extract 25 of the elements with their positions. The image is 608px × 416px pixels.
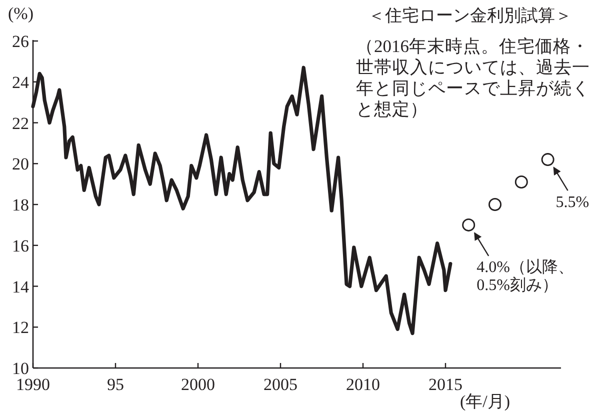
point xyxy=(488,198,502,211)
y-tick-label: 16 xyxy=(12,236,29,256)
x-tick-label: 2010 xyxy=(346,375,380,394)
text: （2016年末時点。住宅価格・世帯収入については、過去一年と同じペースで上昇が続くと想定） xyxy=(356,36,591,120)
x-tick-label: 2015 xyxy=(428,375,462,394)
x-tick-label: 2000 xyxy=(181,375,215,394)
point xyxy=(462,218,476,232)
point xyxy=(541,153,554,166)
y-axis-title: (%) xyxy=(8,4,34,24)
y-tick-label: 22 xyxy=(12,114,29,133)
y-tick-label: 12 xyxy=(12,318,29,338)
x-tick-label: 2005 xyxy=(264,375,298,394)
point xyxy=(514,176,528,189)
x-tick-label: 95 xyxy=(107,375,124,394)
x-tick-label: 1990 xyxy=(16,375,50,394)
annotation: 4.0%（以降、0.5%刻み） xyxy=(476,258,575,296)
y-tick-label: 18 xyxy=(12,196,29,214)
annotation: 5.5% xyxy=(556,194,590,212)
y-tick-label: 10 xyxy=(12,359,29,378)
y-tick-label: 14 xyxy=(12,277,30,296)
y-tick-label: 20 xyxy=(12,154,29,174)
y-tick-label: 24 xyxy=(12,72,30,92)
chart-title: ＜住宅ローン金利別試算＞ xyxy=(368,6,573,26)
x-axis-title: (年/月) xyxy=(460,392,510,412)
y-tick-label: 26 xyxy=(12,32,29,51)
